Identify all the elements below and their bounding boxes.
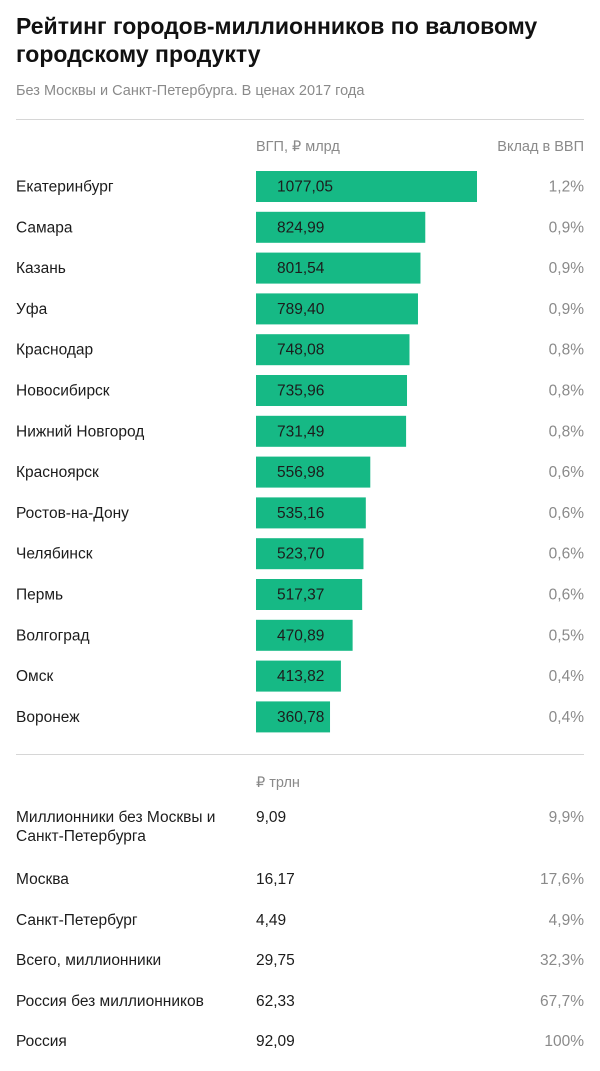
bar-value-label: 470,89 bbox=[277, 627, 324, 644]
bar-value-label: 360,78 bbox=[277, 709, 324, 726]
bar bbox=[256, 211, 426, 243]
summary-label: Санкт-Петербург bbox=[16, 912, 138, 929]
bar bbox=[256, 334, 410, 366]
chart-title: Рейтинг городов-миллионников по валовому… bbox=[16, 13, 538, 67]
summary-label: Миллионники без Москвы и Санкт-Петербург… bbox=[16, 809, 216, 845]
summary-value: 62,33 bbox=[256, 993, 295, 1010]
bar-value-label: 523,70 bbox=[277, 546, 325, 563]
summary-share: 4,9% bbox=[548, 912, 584, 929]
gdp-share-label: 0,8% bbox=[549, 342, 585, 359]
city-label: Воронеж bbox=[16, 709, 80, 726]
bar-value-label: 731,49 bbox=[277, 423, 324, 440]
summary-share: 32,3% bbox=[540, 952, 584, 969]
city-label: Пермь bbox=[16, 587, 63, 604]
summary-label: Россия bbox=[16, 1033, 67, 1050]
city-label: Челябинск bbox=[16, 546, 93, 563]
bar bbox=[256, 497, 366, 529]
gdp-share-label: 0,6% bbox=[549, 505, 585, 522]
bar-value-label: 556,98 bbox=[277, 464, 324, 481]
value-column-header: ВГП, ₽ млрд bbox=[256, 139, 340, 155]
gdp-share-label: 0,8% bbox=[549, 383, 585, 400]
summary-label: Россия без миллионников bbox=[16, 993, 204, 1010]
summary-label: Всего, миллионники bbox=[16, 952, 162, 969]
summary-value: 29,75 bbox=[256, 952, 295, 969]
city-label: Красноярск bbox=[16, 464, 99, 481]
bar bbox=[256, 171, 477, 202]
summary-value: 92,09 bbox=[256, 1033, 295, 1050]
bar bbox=[256, 538, 364, 570]
gdp-share-label: 0,6% bbox=[549, 546, 585, 563]
gdp-share-label: 0,4% bbox=[549, 709, 585, 726]
gdp-share-label: 0,9% bbox=[549, 260, 585, 277]
city-label: Волгоград bbox=[16, 627, 90, 644]
summary-value-header: ₽ трлн bbox=[256, 775, 300, 791]
bar bbox=[256, 701, 331, 733]
gdp-share-label: 0,5% bbox=[549, 627, 585, 644]
bar-chart: Екатеринбург 1077,05 1,2% Самара 824,99 0,9% К… bbox=[16, 171, 585, 733]
bar bbox=[256, 619, 353, 651]
city-label: Екатеринбург bbox=[16, 179, 114, 196]
city-label: Казань bbox=[16, 260, 66, 277]
summary-value: 4,49 bbox=[256, 912, 287, 929]
gdp-share-label: 0,4% bbox=[549, 668, 585, 685]
gdp-share-label: 1,2% bbox=[549, 179, 585, 196]
gdp-share-label: 0,9% bbox=[549, 219, 585, 236]
mid-divider bbox=[16, 754, 584, 755]
bar-value-label: 824,99 bbox=[277, 219, 324, 236]
bar bbox=[256, 252, 421, 284]
summary-share: 17,6% bbox=[540, 871, 584, 888]
chart-subtitle: Без Москвы и Санкт-Петербурга. В ценах 2… bbox=[16, 83, 365, 99]
city-label: Краснодар bbox=[16, 342, 93, 359]
bar-value-label: 535,16 bbox=[277, 505, 324, 522]
summary-value: 16,17 bbox=[256, 871, 295, 888]
bar bbox=[256, 415, 407, 447]
bar-value-label: 735,96 bbox=[277, 383, 324, 400]
summary-label: Москва bbox=[16, 871, 69, 888]
city-label: Нижний Новгород bbox=[16, 423, 144, 440]
bar-value-label: 413,82 bbox=[277, 668, 324, 685]
summary-share: 100% bbox=[544, 1033, 584, 1050]
city-label: Самара bbox=[16, 219, 73, 236]
city-label: Ростов-на-Дону bbox=[16, 505, 129, 522]
city-label: Уфа bbox=[16, 301, 48, 318]
gdp-share-label: 0,9% bbox=[549, 301, 585, 318]
summary-value: 9,09 bbox=[256, 809, 287, 826]
gdp-share-label: 0,8% bbox=[549, 423, 585, 440]
bar-value-label: 517,37 bbox=[277, 587, 324, 604]
bar-value-label: 801,54 bbox=[277, 260, 325, 277]
top-divider bbox=[16, 119, 584, 120]
summary-share: 67,7% bbox=[540, 993, 584, 1010]
bar-value-label: 1077,05 bbox=[277, 179, 333, 196]
city-label: Новосибирск bbox=[16, 383, 110, 400]
summary-share: 9,9% bbox=[548, 809, 584, 826]
bar bbox=[256, 375, 408, 406]
share-column-header: Вклад в ВВП bbox=[497, 139, 584, 155]
bar bbox=[256, 579, 363, 610]
bar-value-label: 789,40 bbox=[277, 301, 325, 318]
bar bbox=[256, 456, 371, 488]
city-label: Омск bbox=[16, 668, 53, 685]
bar bbox=[256, 293, 418, 325]
gdp-share-label: 0,6% bbox=[549, 587, 585, 604]
bar bbox=[256, 660, 341, 692]
bar-value-label: 748,08 bbox=[277, 342, 324, 359]
gdp-share-label: 0,6% bbox=[549, 464, 585, 481]
